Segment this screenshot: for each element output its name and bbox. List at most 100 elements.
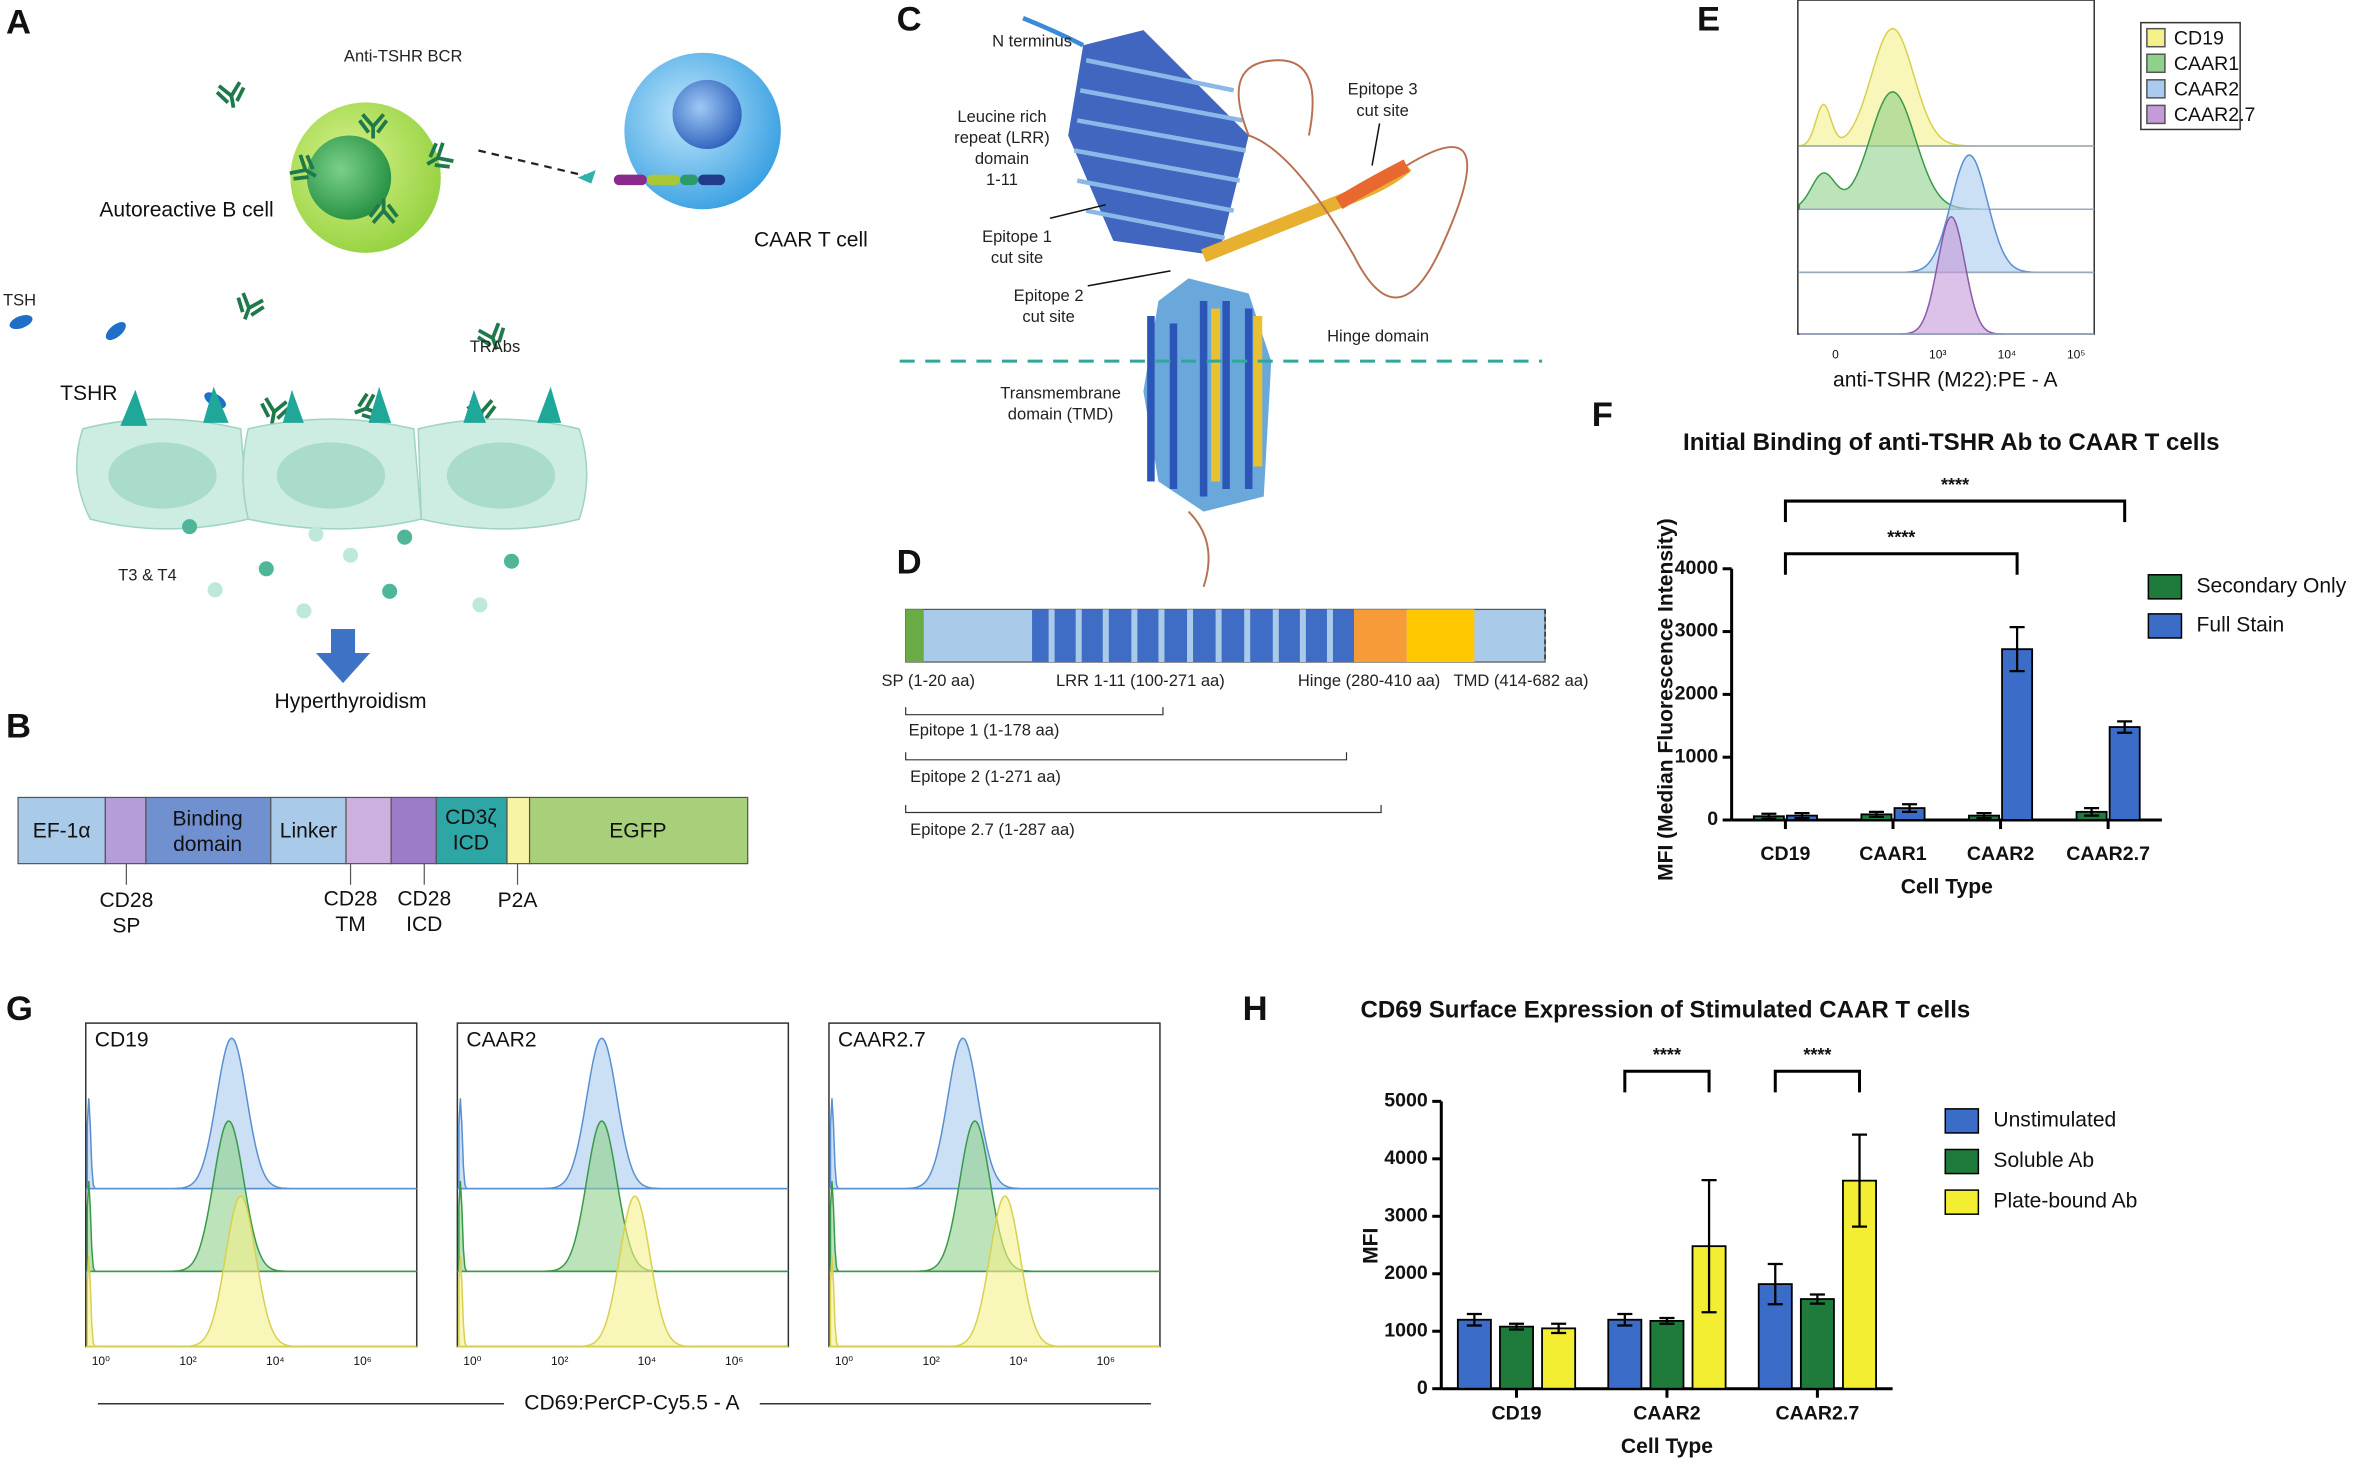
label: TRAbs [470, 337, 521, 356]
label: CD28 [99, 889, 153, 912]
legend-label: CAAR2 [2174, 79, 2239, 101]
error-bar [1902, 803, 1918, 813]
label: Epitope 3 [1348, 80, 1418, 99]
label: Hyperthyroidism [275, 690, 427, 713]
panel-letter: C [897, 0, 922, 38]
rect [506, 796, 531, 865]
error-bar [1761, 812, 1777, 820]
x-tick-label: 10⁶ [725, 1354, 743, 1368]
x-tick-label: CAAR2 [1633, 1402, 1700, 1424]
circle [397, 529, 413, 545]
path [125, 863, 519, 885]
rect [1187, 609, 1194, 663]
legend-label: Secondary Only [2197, 574, 2347, 597]
y-axis-label: MFI (Median Fluorescence Intensity) [1655, 518, 1678, 881]
rect [1326, 609, 1333, 663]
rect [1244, 609, 1251, 663]
rect [17, 796, 106, 865]
annotation: **** [1803, 1045, 1831, 1065]
error-bar [1701, 1178, 1717, 1314]
legend-swatch [2146, 79, 2166, 99]
path [905, 804, 1382, 814]
ellipse [108, 442, 217, 509]
legend-swatch [1944, 1148, 1980, 1175]
label: Epitope 1 (1-178 aa) [909, 721, 1060, 740]
ellipse [276, 442, 386, 509]
label: Autoreactive B cell [99, 198, 273, 221]
error-bar [2009, 626, 2025, 673]
x-tick-label: CD19 [1492, 1402, 1542, 1424]
rect [1102, 609, 1109, 663]
legend-swatch [1944, 1108, 1980, 1134]
label: LRR 1-11 (100-271 aa) [1056, 671, 1225, 690]
panel-letter: A [6, 3, 31, 41]
rect [1272, 609, 1279, 663]
x-tick-label: 10³ [1929, 347, 1946, 361]
circle [182, 519, 198, 535]
error-bar [1551, 1322, 1567, 1335]
x-tick-label: 10⁴ [638, 1354, 657, 1368]
histogram [829, 1037, 1159, 1190]
legend-swatch [2146, 27, 2166, 48]
path [1087, 270, 1171, 287]
chart-title: CD69 Surface Expression of Stimulated CA… [1361, 996, 1971, 1023]
annotation: **** [1887, 527, 1915, 547]
y-axis-label: MFI [1360, 1228, 1383, 1264]
x-axis-label: anti-TSHR (M22):PE - A [1833, 368, 2058, 391]
label: TSH [3, 290, 36, 309]
tsh [105, 322, 126, 341]
label: TMD (414-682 aa) [1453, 671, 1588, 690]
bar [2001, 648, 2034, 821]
error-bar [1809, 1293, 1825, 1305]
legend-label: Unstimulated [1993, 1108, 2116, 1131]
segment-label: domain [173, 833, 242, 856]
annotation: **** [1941, 475, 1969, 495]
x-tick-label: 10⁰ [92, 1354, 110, 1368]
protein-structure [1022, 16, 1469, 588]
error-bar [2084, 806, 2100, 817]
x-tick-label: 10² [179, 1354, 196, 1368]
legend-label: CAAR1 [2174, 53, 2239, 75]
label: Transmembrane [1000, 384, 1121, 403]
rect [104, 796, 147, 865]
panel-e: E CD19 CAAR1 CAAR2 CAAR2.7 0 10³ 10⁴ 10⁵… [1697, 0, 2255, 391]
y-tick-label: 0 [1417, 1377, 1428, 1399]
pointers [1049, 123, 1381, 287]
legend-frame [2140, 21, 2241, 131]
error-bar [1868, 810, 1884, 818]
x-tick-label: 10² [551, 1354, 568, 1368]
legend-swatch [2147, 574, 2183, 600]
label: Anti-TSHR BCR [344, 47, 463, 66]
label: T3 & T4 [118, 566, 177, 585]
circle [343, 547, 359, 563]
circle [296, 603, 312, 619]
label: SP [112, 914, 140, 937]
use [230, 290, 268, 326]
segment-label: CD3ζ [445, 806, 496, 829]
rect [1048, 609, 1055, 663]
x-tick-label: CAAR2 [1967, 843, 2034, 865]
label: TSHR [60, 382, 117, 405]
use [214, 79, 249, 112]
rect [1299, 609, 1306, 663]
y-tick-label: 4000 [1675, 557, 1719, 579]
panel-letter: D [897, 543, 922, 581]
error-bar [1508, 1322, 1525, 1331]
y-tick-label: 1000 [1384, 1319, 1428, 1341]
path [905, 707, 1164, 716]
label: Hinge domain [1327, 326, 1429, 345]
rect [390, 796, 437, 865]
y-tick-label: 1000 [1675, 745, 1719, 767]
error-bar [1466, 1312, 1482, 1327]
x-tick-label: 10⁴ [266, 1354, 285, 1368]
x-tick-label: 10⁴ [1998, 347, 2017, 361]
path [1371, 123, 1381, 166]
rect [145, 796, 272, 865]
label: domain (TMD) [1008, 405, 1114, 424]
x-tick-label: 10⁰ [835, 1354, 853, 1368]
label: cut site [1022, 307, 1074, 326]
rect [345, 796, 392, 865]
path [1237, 59, 1469, 299]
rect [1158, 609, 1165, 663]
rect [1215, 609, 1222, 663]
